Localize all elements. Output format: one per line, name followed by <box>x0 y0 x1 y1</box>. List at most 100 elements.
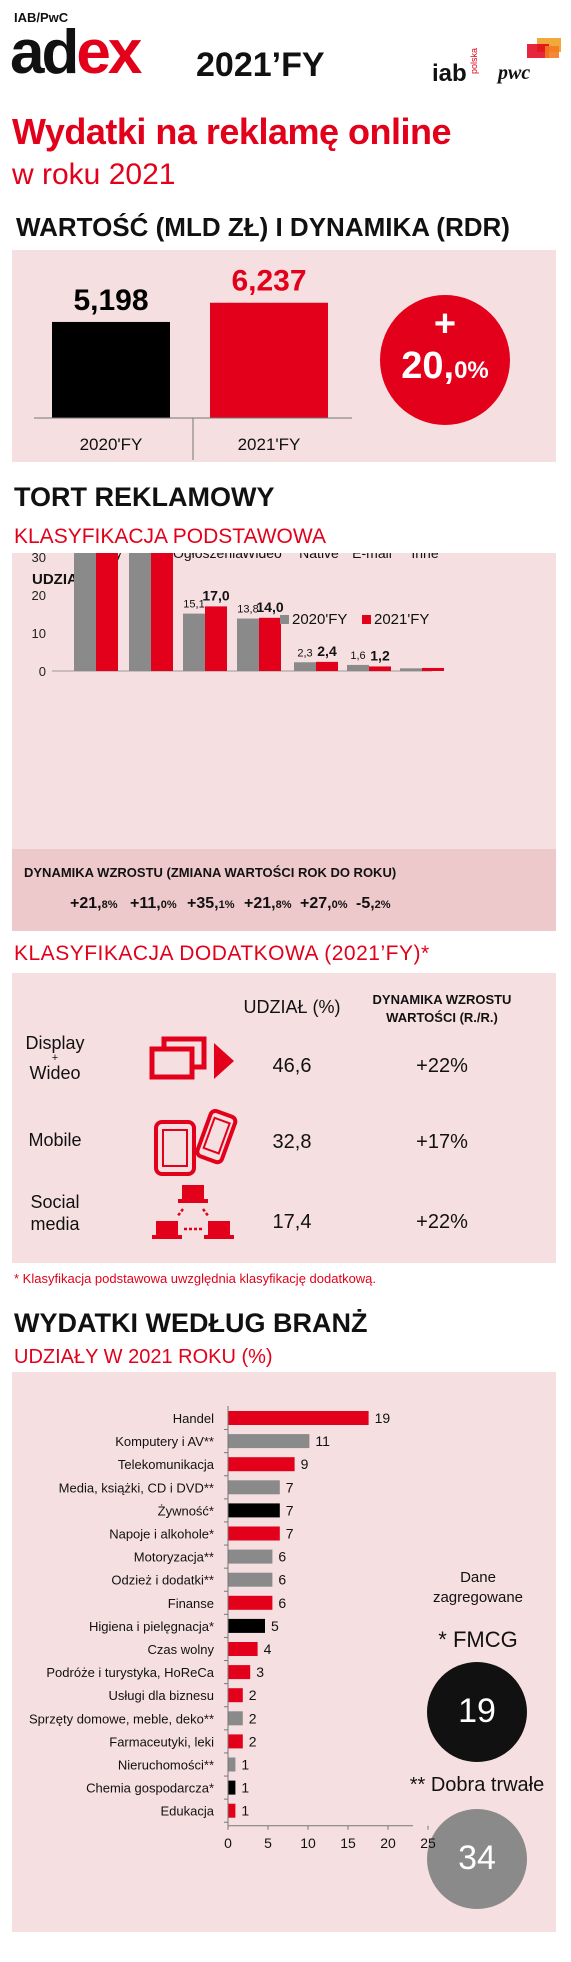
industry-bar <box>228 1457 295 1472</box>
share-legend-swatch <box>280 615 289 624</box>
share-bar <box>400 668 422 671</box>
additional-row-share: 46,6 <box>272 1055 312 1077</box>
industry-x-tick-label: 15 <box>340 1835 356 1851</box>
dynamics-value: +21,8% <box>70 895 118 912</box>
display-video-icon <box>149 1036 234 1080</box>
additional-row-dynamics: +17% <box>416 1131 468 1153</box>
dynamics-value: +21,8% <box>244 895 292 912</box>
industry-x-tick-label: 0 <box>224 1835 232 1851</box>
industry-label: Media, książki, CD i DVD** <box>59 1480 214 1495</box>
industry-bar <box>228 1688 243 1703</box>
value-section-title: WARTOŚĆ (MLD ZŁ) I DYNAMIKA (RDR) <box>16 212 510 242</box>
value-bar-label: 5,198 <box>73 284 148 317</box>
industry-value-label: 7 <box>286 1479 294 1495</box>
industry-bar <box>228 1711 243 1726</box>
industry-value-label: 6 <box>278 1572 286 1588</box>
page-subtitle: w roku 2021 <box>12 158 176 191</box>
additional-row-label: Social media <box>30 1192 80 1234</box>
durable-circle: 34 <box>427 1809 527 1909</box>
share-legend-label: 2021'FY <box>374 611 429 628</box>
share-y-tick: 30 <box>32 553 46 565</box>
industry-value-label: 6 <box>278 1549 286 1565</box>
fmcg-label: * FMCG <box>438 1627 518 1652</box>
dynamics-panel: DYNAMIKA WZROSTU (ZMIANA WARTOŚCI ROK DO… <box>12 849 556 931</box>
value-category-label: 2020'FY <box>80 435 143 454</box>
value-bar-chart: 5,198 2020'FY 6,237 2021'FY <box>34 265 352 460</box>
social-network-icon <box>152 1185 234 1239</box>
industry-label: Odzież i dodatki** <box>111 1573 214 1588</box>
pwc-logo: pwc <box>498 62 531 84</box>
industry-bar <box>228 1618 265 1633</box>
industry-value-label: 4 <box>264 1641 272 1657</box>
share-bar <box>259 617 281 671</box>
share-bar-label: 14,0 <box>256 599 283 615</box>
period-label: 2021’FY <box>196 46 325 84</box>
industry-x-tick-label: 10 <box>300 1835 316 1851</box>
industries-subtitle: UDZIAŁY W 2021 ROKU (%) <box>14 1346 273 1368</box>
additional-title: KLASYFIKACJA DODATKOWA (2021’FY)* <box>14 942 430 965</box>
industry-x-tick-label: 25 <box>420 1835 436 1851</box>
iab-logo: iab <box>432 60 467 87</box>
fmcg-circle: 19 <box>427 1662 527 1762</box>
share-bar <box>347 664 369 671</box>
aggregated-label: Dane zagregowane <box>432 1569 524 1606</box>
industry-value-label: 3 <box>256 1664 264 1680</box>
additional-row-dynamics: +22% <box>416 1211 468 1233</box>
growth-circle: + 20,0% <box>380 295 510 425</box>
industry-value-label: 2 <box>249 1710 257 1726</box>
industry-value-label: 19 <box>375 1410 391 1426</box>
share-category-label: Native <box>299 553 339 561</box>
industry-label: Napoje i alkohole* <box>109 1527 214 1542</box>
industry-value-label: 1 <box>241 1757 249 1773</box>
industry-bar <box>228 1642 258 1656</box>
adex-logo-ex: ex <box>76 18 142 87</box>
share-bar-chart: 010203040DisplaySEMOgłoszeniaWideoNative… <box>32 553 444 679</box>
industry-label: Chemia gospodarcza* <box>86 1781 214 1796</box>
industry-label: Higiena i pielęgnacja* <box>89 1619 214 1634</box>
additional-row-share: 17,4 <box>272 1211 312 1233</box>
industry-label: Nieruchomości** <box>118 1758 214 1773</box>
share-bar <box>74 553 96 671</box>
additional-row-label: Display + Wideo <box>25 1033 85 1083</box>
additional-col-dynamics: DYNAMIKA WZROSTU WARTOŚCI (R./R.) <box>372 992 512 1025</box>
industry-bar <box>228 1803 236 1818</box>
share-category-label: Ogłoszenia <box>173 553 243 561</box>
industry-value-label: 1 <box>241 1803 249 1819</box>
pie-section-title: TORT REKLAMOWY <box>14 482 275 512</box>
share-legend-swatch <box>362 615 371 624</box>
additional-col-share: UDZIAŁ (%) <box>243 997 341 1017</box>
industry-label: Podróże i turystyka, HoReCa <box>46 1665 214 1680</box>
share-legend-label: 2020'FY <box>292 611 347 628</box>
industry-value-label: 9 <box>301 1456 309 1472</box>
industry-value-label: 1 <box>241 1780 249 1796</box>
industry-bar <box>228 1411 369 1425</box>
share-bar <box>369 666 391 671</box>
fmcg-value: 19 <box>458 1692 496 1730</box>
industry-value-label: 7 <box>286 1526 294 1542</box>
iab-pwc-label: IAB/PwC <box>14 10 69 25</box>
value-bar <box>52 321 170 418</box>
share-bar <box>316 661 338 671</box>
share-bar-label: 1,6 <box>350 650 365 662</box>
industry-label: Sprzęty domowe, meble, deko** <box>29 1711 214 1726</box>
durable-label: ** Dobra trwałe <box>409 1774 545 1796</box>
adex-logo-ad: ad <box>10 18 79 87</box>
industry-bar <box>228 1595 273 1610</box>
share-bar-label: 15,1 <box>183 599 204 611</box>
share-bar <box>237 618 259 671</box>
industry-bar <box>228 1780 236 1795</box>
value-bar-label: 6,237 <box>231 265 306 298</box>
industry-label: Telekomunikacja <box>118 1457 215 1472</box>
pwc-logo-mark <box>527 38 561 60</box>
industry-bar <box>228 1434 310 1449</box>
industry-label: Handel <box>173 1411 214 1426</box>
additional-row-share: 32,8 <box>272 1131 312 1153</box>
additional-footnote: * Klasyfikacja podstawowa uwzględnia kla… <box>14 1271 377 1286</box>
dynamics-value: +11,0% <box>130 895 177 912</box>
industry-bar <box>228 1572 273 1587</box>
share-bar <box>129 553 151 671</box>
industry-bar <box>228 1734 243 1749</box>
value-category-label: 2021'FY <box>238 435 301 454</box>
share-bar-label: 2,3 <box>297 647 312 659</box>
